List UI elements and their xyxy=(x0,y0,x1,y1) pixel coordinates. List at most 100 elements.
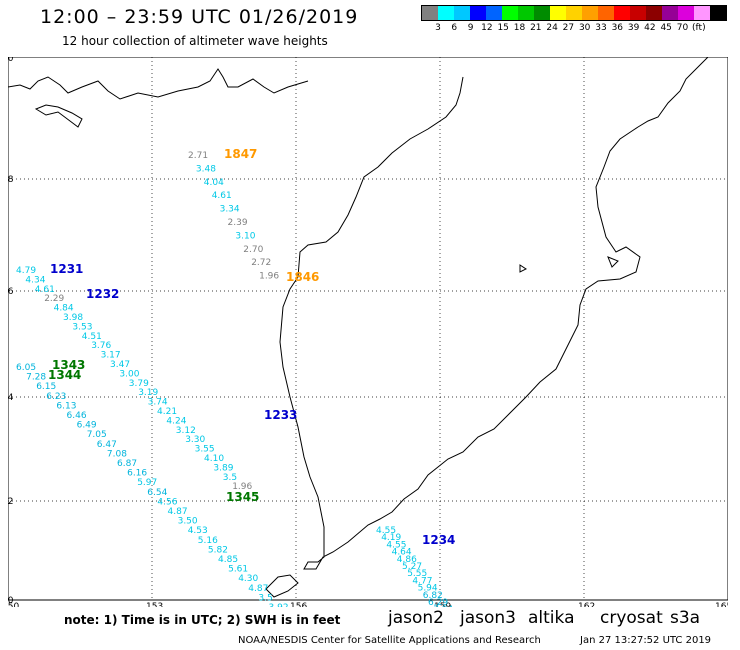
wave-height-value: 3.48 xyxy=(196,164,216,174)
wave-height-value: 1.96 xyxy=(259,272,279,282)
wave-height-value: 6.16 xyxy=(127,469,147,479)
wave-height-value: 4.79 xyxy=(16,266,36,276)
track-id: 1345 xyxy=(226,490,259,504)
legend-swatch xyxy=(678,6,694,20)
legend-label: 39 xyxy=(627,23,640,33)
legend-swatch xyxy=(710,6,726,20)
wave-height-value: 4.84 xyxy=(54,304,74,314)
track-id: 1343 xyxy=(52,358,85,372)
coastline xyxy=(8,57,709,598)
wave-height-value: 2.72 xyxy=(251,258,271,268)
wave-height-value: 3.53 xyxy=(72,322,92,332)
legend-swatch xyxy=(662,6,678,20)
wave-height-value: 3.10 xyxy=(235,231,255,241)
wave-height-value: 3.76 xyxy=(91,341,111,351)
wave-height-value: 4.55 xyxy=(376,526,396,536)
legend-swatch xyxy=(502,6,518,20)
wave-height-value: 4.87 xyxy=(248,584,268,594)
legend-label: 36 xyxy=(611,23,624,33)
island-1 xyxy=(607,256,619,268)
legend-swatch xyxy=(550,6,566,20)
map-frame xyxy=(8,57,728,601)
kuril-strait xyxy=(265,574,299,598)
wave-height-value: 3.79 xyxy=(129,379,149,389)
lat-label: 52 xyxy=(8,497,13,507)
wave-height-value: 4.61 xyxy=(35,285,55,295)
wave-height-value: 6.23 xyxy=(46,392,66,402)
legend-label: 18 xyxy=(513,23,526,33)
legend-swatch xyxy=(534,6,550,20)
wave-height-value: 5.82 xyxy=(208,545,228,555)
wave-height-value: 6.46 xyxy=(67,411,87,421)
page-title: 12:00 – 23:59 UTC 01/26/2019 xyxy=(40,6,359,28)
legend-label: 30 xyxy=(578,23,591,33)
legend-label: 27 xyxy=(562,23,575,33)
wave-height-value: 3.5 xyxy=(223,473,237,483)
wave-height-value: 3.98 xyxy=(63,313,83,323)
wave-height-value: 6.54 xyxy=(147,488,167,498)
wave-height-value: 5.16 xyxy=(198,536,218,546)
legend-swatch xyxy=(630,6,646,20)
track-id: 1847 xyxy=(224,147,257,161)
wave-height-value: 3.50 xyxy=(178,517,198,527)
satellite-cryosat: cryosat xyxy=(600,608,663,628)
wave-height-value: 6.13 xyxy=(56,401,76,411)
wave-height-value: 7.28 xyxy=(26,373,46,383)
wave-height-value: 3.89 xyxy=(213,463,233,473)
page-subtitle: 12 hour collection of altimeter wave hei… xyxy=(62,34,328,48)
wave-height-value: 6.49 xyxy=(77,421,97,431)
wave-height-value: 6.05 xyxy=(16,363,36,373)
track-id: 1232 xyxy=(86,287,119,301)
lat-label: 50 xyxy=(8,596,14,606)
legend-label: 33 xyxy=(595,23,607,33)
legend-swatch xyxy=(694,6,710,20)
legend-swatch xyxy=(486,6,502,20)
wave-height-value: 5.27 xyxy=(402,562,422,572)
kamchatka-coast xyxy=(279,57,709,570)
legend-swatch xyxy=(598,6,614,20)
north-coast xyxy=(8,68,309,100)
lon-label: 165 xyxy=(715,602,728,607)
wave-height-value: 4.77 xyxy=(412,576,432,586)
wave-height-value: 4.51 xyxy=(82,332,102,342)
wave-height-value: 3.92 xyxy=(269,603,289,607)
legend-label: 15 xyxy=(497,23,509,33)
legend-label: 70 xyxy=(676,23,689,33)
lat-label: 58 xyxy=(8,175,14,185)
legend-swatch xyxy=(518,6,534,20)
wave-height-value: 4.10 xyxy=(204,454,224,464)
legend-label: 24 xyxy=(546,23,558,33)
satellite-jason3: jason3 xyxy=(460,608,516,628)
wave-height-value: 5.61 xyxy=(228,565,248,575)
lat-label: 54 xyxy=(8,393,14,403)
wave-height-value: 2.29 xyxy=(44,294,64,304)
wave-height-value: 7.84 xyxy=(433,605,453,607)
lat-axis-labels: 60 58 56 54 52 50 xyxy=(8,57,14,606)
wave-height-value: 7.08 xyxy=(107,449,127,459)
wave-height-value: 2.71 xyxy=(188,151,208,161)
lat-label: 56 xyxy=(8,287,14,297)
legend-label: 12 xyxy=(481,23,493,33)
track-id: 1846 xyxy=(286,270,319,284)
wave-height-value: 7.05 xyxy=(87,430,107,440)
legend-label: 6 xyxy=(451,23,458,33)
lon-label: 159 xyxy=(434,602,451,607)
legend-swatch xyxy=(566,6,582,20)
wave-height-value: 3.74 xyxy=(148,398,168,408)
track-id: 1344 xyxy=(48,368,81,382)
legend-label: 21 xyxy=(530,23,542,33)
footer-note: note: 1) Time is in UTC; 2) SWH is in fe… xyxy=(64,613,341,627)
wave-height-value: 3.30 xyxy=(185,435,205,445)
wave-height-value: 2.39 xyxy=(228,218,248,228)
wave-height-value: 4.53 xyxy=(188,526,208,536)
legend-swatch xyxy=(454,6,470,20)
wave-height-value: 3.47 xyxy=(110,360,130,370)
wave-height-value: 4.87 xyxy=(168,507,188,517)
wave-height-value: 2.70 xyxy=(243,245,263,255)
legend-swatch xyxy=(470,6,486,20)
wave-height-value: 5.55 xyxy=(407,569,427,579)
lon-label: 150 xyxy=(8,602,19,607)
satellite-s3a: s3a xyxy=(670,608,701,628)
lat-label: 60 xyxy=(8,57,14,64)
wave-height-value: 5.97 xyxy=(137,478,157,488)
